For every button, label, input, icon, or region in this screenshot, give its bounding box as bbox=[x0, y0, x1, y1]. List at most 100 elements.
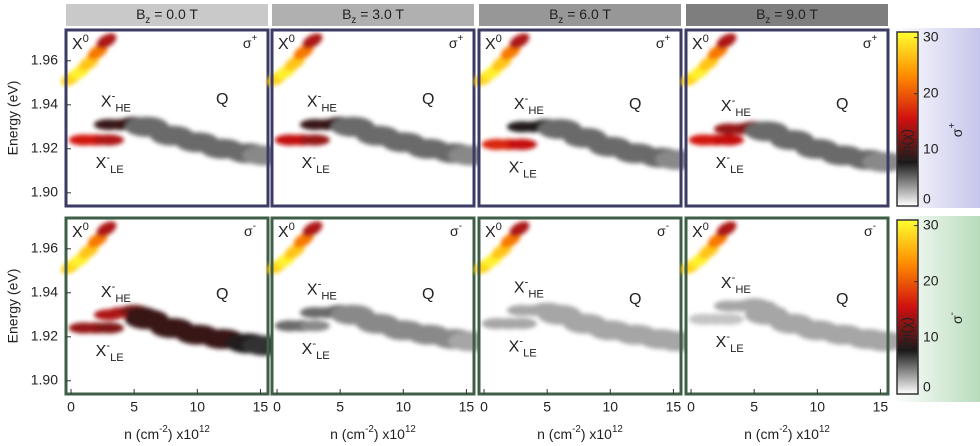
polarization-label-part: σ bbox=[863, 35, 872, 51]
peak-label: Q bbox=[836, 291, 848, 308]
heatmap-panel bbox=[61, 33, 287, 166]
polarization-label-part: - bbox=[873, 221, 876, 232]
peak-label-part: 0 bbox=[703, 33, 709, 45]
peak-label-part: X bbox=[278, 36, 289, 53]
peak-label-part: 0 bbox=[289, 33, 295, 45]
peak-label-part: 0 bbox=[496, 33, 502, 45]
polarization-label: σ- bbox=[864, 221, 876, 239]
colorbar-tick-label: 30 bbox=[923, 216, 939, 232]
panel-frame bbox=[64, 28, 270, 208]
column-title: Bz = 3.0 T bbox=[342, 6, 404, 26]
peak-label-part: X bbox=[721, 98, 732, 115]
peak-label: X-LE bbox=[509, 156, 537, 180]
polarization-label-part: σ bbox=[244, 223, 253, 239]
heatmap-panel bbox=[267, 33, 493, 166]
peak-label-part: HE bbox=[115, 103, 131, 115]
x-axis-label-part: ) x10 bbox=[788, 426, 819, 442]
polarization-label: σ- bbox=[947, 312, 965, 324]
y-tick-label: 1.90 bbox=[31, 372, 58, 388]
peak-label-part: 0 bbox=[83, 221, 89, 233]
panel-background bbox=[686, 30, 888, 206]
heatmap-panel bbox=[61, 221, 287, 356]
polarization-label-part: + bbox=[871, 33, 877, 44]
peak-label-part: - bbox=[726, 152, 730, 164]
polarization-label-part: - bbox=[459, 221, 462, 232]
x-axis-label-part: ) x10 bbox=[581, 426, 612, 442]
x-tick-label: 15 bbox=[873, 399, 889, 415]
panel-frame bbox=[684, 216, 890, 396]
polarization-label-part: σ bbox=[949, 128, 965, 137]
y-axis-label: Energy (eV) bbox=[5, 81, 21, 156]
peak-label-part: X bbox=[716, 334, 727, 351]
peak-label: X-LE bbox=[96, 340, 124, 364]
polarization-label-part: σ bbox=[864, 223, 873, 239]
peak-label-part: HE bbox=[528, 105, 544, 117]
peak-label-part: X bbox=[302, 155, 313, 172]
column-title-part: = 3.0 T bbox=[356, 6, 404, 22]
heatmap-spot bbox=[862, 331, 907, 352]
heatmap-spot bbox=[713, 134, 744, 146]
column-header bbox=[479, 4, 681, 26]
peak-label: Q bbox=[629, 291, 641, 308]
peak-label: X0 bbox=[692, 221, 709, 241]
peak-label-part: X bbox=[509, 160, 520, 177]
panel-background bbox=[66, 218, 268, 394]
x-axis-label-part: 12 bbox=[199, 424, 210, 435]
y-axis-label: Energy (eV) bbox=[5, 269, 21, 344]
colorbar bbox=[896, 219, 919, 395]
peak-label-part: - bbox=[525, 93, 529, 105]
peak-label-part: 0 bbox=[496, 221, 502, 233]
x-axis-label-part: -2 bbox=[159, 424, 168, 435]
x-axis-label-part: -2 bbox=[779, 424, 788, 435]
heatmap-spot bbox=[716, 221, 737, 237]
peak-label-part: X bbox=[514, 96, 525, 113]
heatmap-spot bbox=[299, 134, 330, 146]
heatmap-spot bbox=[506, 318, 537, 330]
polarization-label-part: σ bbox=[949, 315, 965, 324]
polarization-label: σ+ bbox=[449, 33, 464, 51]
peak-label: X0 bbox=[72, 221, 89, 241]
peak-label-part: HE bbox=[735, 284, 751, 296]
x-tick-label: 0 bbox=[480, 399, 488, 415]
polarization-label-part: + bbox=[947, 123, 958, 129]
column-title-part: = 0.0 T bbox=[150, 6, 198, 22]
peak-label-part: LE bbox=[316, 164, 330, 176]
peak-label-part: - bbox=[732, 95, 736, 107]
peak-label-part: LE bbox=[730, 164, 744, 176]
y-tick-label: 1.94 bbox=[31, 96, 58, 112]
x-tick-label: 15 bbox=[253, 399, 269, 415]
peak-label: Q bbox=[216, 91, 228, 108]
x-tick-label: 10 bbox=[396, 399, 412, 415]
peak-label-part: LE bbox=[316, 350, 330, 362]
peak-label: X-LE bbox=[716, 331, 744, 355]
heatmap-panel bbox=[267, 221, 493, 352]
peak-label: X0 bbox=[278, 221, 295, 241]
panel-frame bbox=[64, 216, 270, 396]
peak-label-part: X bbox=[485, 224, 496, 241]
peak-label-part: X bbox=[302, 341, 313, 358]
peak-label: X0 bbox=[485, 221, 502, 241]
polarization-label-part: - bbox=[253, 221, 256, 232]
colorbar-label: Im(χ) bbox=[898, 129, 914, 161]
colorbar-tick-label: 20 bbox=[923, 84, 939, 100]
peak-label-part: - bbox=[318, 279, 322, 291]
peak-label-part: - bbox=[525, 276, 529, 288]
polarization-label-part: σ bbox=[449, 35, 458, 51]
x-axis-label-part: n (cm bbox=[744, 426, 779, 442]
peak-label: X-LE bbox=[716, 152, 744, 176]
column-title-part: z bbox=[145, 15, 150, 26]
x-tick-label: 10 bbox=[603, 399, 619, 415]
x-axis-label: n (cm-2) x1012 bbox=[330, 424, 416, 442]
peak-label: X0 bbox=[72, 33, 89, 53]
x-tick-label: 10 bbox=[810, 399, 826, 415]
peak-label: Q bbox=[216, 286, 228, 303]
polarization-label: σ- bbox=[244, 221, 256, 239]
x-axis-label: n (cm-2) x1012 bbox=[537, 424, 623, 442]
peak-label-part: - bbox=[106, 152, 110, 164]
polarization-label-part: + bbox=[251, 33, 257, 44]
heatmap-panel bbox=[681, 33, 907, 172]
heatmap-spot bbox=[862, 152, 907, 172]
peak-label-part: X bbox=[101, 94, 112, 111]
polarization-label: σ+ bbox=[656, 33, 671, 51]
colorbar bbox=[896, 31, 919, 207]
